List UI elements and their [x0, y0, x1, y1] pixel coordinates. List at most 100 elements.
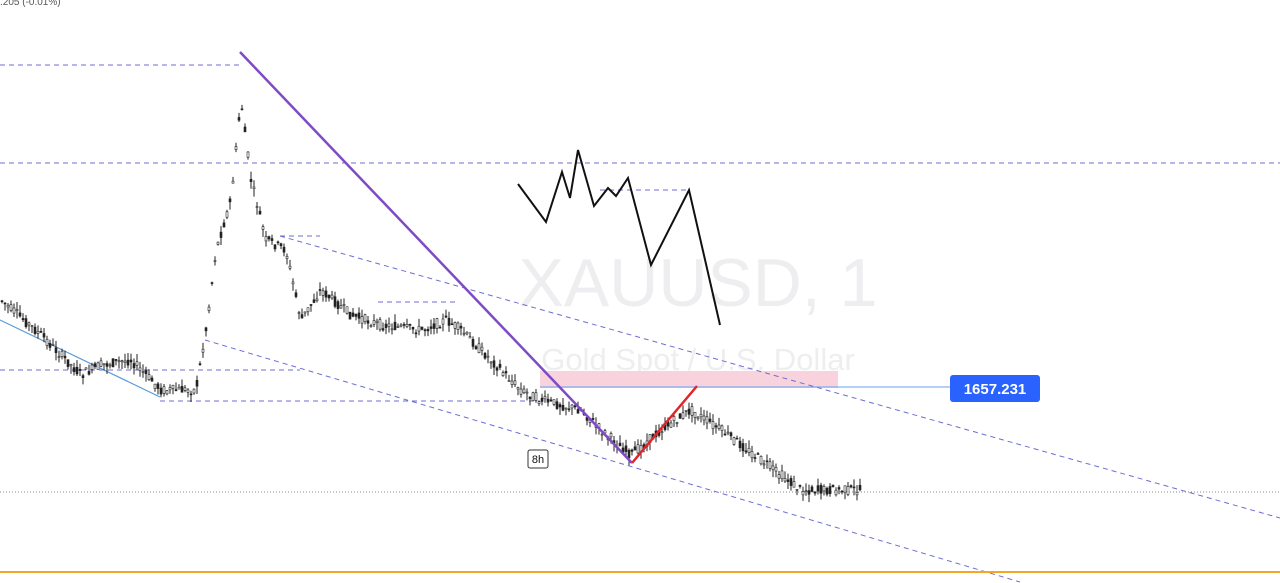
candle-body: [84, 367, 88, 370]
trend-line-red: [631, 385, 698, 464]
candle-body: [495, 367, 499, 371]
candle-body: [510, 380, 514, 385]
candle-body: [747, 447, 751, 453]
candle-body: [858, 484, 862, 491]
candle-body: [3, 302, 7, 305]
candle-body: [792, 481, 796, 488]
candle-body: [816, 485, 820, 492]
candle-body: [564, 407, 568, 410]
zone: [540, 371, 838, 388]
candle-body: [684, 410, 688, 412]
candle-body: [741, 443, 745, 452]
candle-body: [321, 290, 325, 296]
candle-body: [600, 433, 604, 436]
candle-body: [660, 431, 664, 434]
candle-body: [807, 490, 811, 495]
candle-body: [849, 485, 853, 488]
candle-body: [516, 387, 520, 390]
candle-body: [462, 332, 466, 335]
candle-body: [465, 331, 469, 335]
candle-body: [168, 387, 172, 391]
candle-body: [528, 396, 532, 400]
candle-body: [54, 347, 58, 353]
candle-body: [309, 304, 313, 306]
candle-body: [213, 260, 217, 262]
candle-body: [720, 425, 724, 431]
candle-body: [231, 180, 235, 184]
candle-body: [252, 186, 256, 189]
candle-body: [381, 328, 385, 331]
channel-line: [204, 339, 1021, 583]
candle-body: [276, 241, 280, 244]
watermark-symbol: XAUUSD, 1: [519, 245, 878, 321]
candle-body: [429, 326, 433, 329]
candle-body: [738, 440, 742, 449]
candle-body: [177, 386, 181, 390]
candle-body: [312, 299, 316, 303]
candle-body: [477, 343, 481, 354]
candle-body: [387, 323, 391, 327]
candle-body: [750, 451, 754, 459]
candle-body: [273, 244, 277, 250]
candle-body: [12, 307, 16, 314]
projection-path: [517, 149, 721, 326]
candle-body: [471, 338, 475, 347]
candle-body: [417, 325, 421, 332]
candle-body: [336, 301, 340, 309]
candle-body: [123, 360, 127, 363]
candle-body: [351, 312, 355, 317]
candle-body: [702, 415, 706, 421]
candle-body: [33, 326, 37, 334]
candle-body: [567, 408, 571, 411]
candle-body: [735, 437, 739, 440]
candle-body: [18, 312, 22, 317]
candle-body: [762, 463, 766, 466]
candle-body: [786, 479, 790, 482]
candle-body: [678, 413, 682, 419]
candle-body: [393, 321, 397, 330]
candle-body: [624, 445, 628, 452]
candle-body: [198, 363, 202, 366]
candle-body: [459, 325, 463, 329]
candle-body: [264, 236, 268, 242]
candle-body: [303, 311, 307, 314]
candle-body: [69, 364, 73, 367]
candle-body: [330, 294, 334, 299]
candle-body: [558, 404, 562, 408]
candle-body: [66, 359, 70, 367]
candle-body: [81, 375, 85, 378]
candle-body: [819, 484, 823, 494]
candle-body: [519, 388, 523, 395]
candle-body: [201, 348, 205, 353]
candle-body: [441, 318, 445, 325]
candle-body: [195, 380, 199, 387]
marker-box: [527, 449, 549, 469]
candle-body: [525, 391, 529, 394]
candle-body: [129, 359, 133, 363]
candle-body: [162, 386, 166, 394]
candle-body: [798, 485, 802, 487]
candle-body: [102, 363, 106, 365]
candle-body: [0, 300, 4, 303]
candle-body: [267, 236, 271, 240]
candle-body: [423, 329, 427, 332]
candle-body: [99, 360, 103, 367]
candle-body: [348, 311, 352, 320]
candle-body: [219, 231, 223, 238]
candle-body: [327, 294, 331, 299]
price-label-box: [950, 375, 1040, 402]
candle-body: [831, 484, 835, 488]
candle-body: [534, 392, 538, 401]
candle-body: [690, 406, 694, 416]
candle-body: [354, 313, 358, 317]
candle-body: [591, 418, 595, 420]
candle-body: [822, 486, 826, 492]
candle-body: [60, 350, 64, 357]
candle-body: [174, 389, 178, 391]
candle-body: [165, 390, 169, 395]
candle-body: [135, 361, 139, 366]
candle-body: [114, 359, 118, 361]
candle-body: [681, 412, 685, 419]
candle-body: [537, 401, 541, 404]
candle-body: [732, 437, 736, 445]
